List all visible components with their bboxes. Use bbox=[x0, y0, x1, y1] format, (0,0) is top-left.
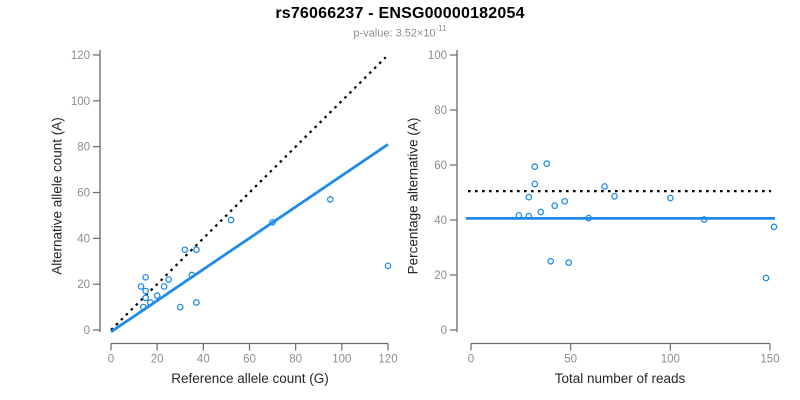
x-tick-label: 50 bbox=[564, 354, 577, 366]
data-point bbox=[525, 193, 533, 201]
y-tick-label: 60 bbox=[434, 160, 447, 172]
x-tick-label: 150 bbox=[760, 354, 779, 366]
x-tick-label: 60 bbox=[243, 354, 256, 366]
data-point bbox=[700, 216, 708, 223]
fit-line bbox=[110, 143, 389, 333]
data-point bbox=[142, 273, 149, 281]
data-point bbox=[188, 271, 196, 279]
data-point bbox=[770, 223, 778, 231]
x-tick-label: 0 bbox=[108, 354, 114, 366]
x-tick-label: 100 bbox=[332, 354, 351, 366]
data-point bbox=[142, 287, 149, 295]
data-point bbox=[543, 160, 551, 167]
x-tick-label: 40 bbox=[197, 354, 210, 366]
data-point bbox=[153, 292, 161, 299]
y-tick-label: 80 bbox=[77, 142, 90, 154]
data-point bbox=[515, 211, 523, 219]
x-tick-label: 120 bbox=[378, 354, 397, 366]
data-point bbox=[585, 214, 592, 222]
data-point bbox=[611, 193, 618, 200]
data-point bbox=[165, 276, 173, 283]
data-point bbox=[181, 246, 189, 254]
data-point bbox=[137, 283, 145, 290]
data-point bbox=[565, 259, 573, 266]
right-xaxis-title: Total number of reads bbox=[554, 371, 686, 386]
data-point bbox=[326, 196, 334, 203]
data-point bbox=[227, 216, 235, 224]
y-tick-label: 0 bbox=[84, 325, 90, 337]
y-tick-label: 80 bbox=[434, 105, 447, 117]
data-point bbox=[384, 262, 392, 270]
x-tick-label: 100 bbox=[661, 354, 680, 366]
data-point bbox=[146, 299, 154, 306]
data-point bbox=[531, 180, 539, 188]
right-yaxis-title: Percentage alternative (A) bbox=[405, 117, 421, 275]
y-tick-label: 40 bbox=[434, 215, 447, 227]
data-point bbox=[547, 257, 555, 265]
x-tick-label: 80 bbox=[289, 354, 302, 366]
y-tick-label: 100 bbox=[428, 50, 447, 62]
figure-subtitle: p-value: 3.52×10-11 bbox=[0, 24, 800, 40]
data-point bbox=[139, 303, 147, 311]
y-tick-label: 100 bbox=[71, 96, 90, 108]
x-tick-label: 0 bbox=[468, 354, 474, 366]
data-point bbox=[666, 194, 674, 202]
y-tick-label: 0 bbox=[441, 325, 447, 337]
p-value-text: p-value: 3.52×10 bbox=[353, 27, 436, 40]
data-point bbox=[193, 299, 200, 306]
figure-title: rs76066237 - ENSG00000182054 bbox=[275, 5, 525, 22]
data-point bbox=[537, 208, 545, 216]
data-point bbox=[525, 212, 533, 220]
y-tick-label: 20 bbox=[434, 270, 447, 282]
data-point bbox=[193, 246, 200, 254]
data-point bbox=[762, 274, 770, 282]
data-point bbox=[551, 202, 559, 210]
data-point bbox=[176, 303, 184, 311]
p-value-exponent: -11 bbox=[435, 24, 447, 33]
data-point bbox=[601, 183, 608, 190]
x-tick-label: 20 bbox=[151, 354, 164, 366]
data-point bbox=[531, 163, 539, 170]
data-point bbox=[269, 218, 276, 226]
left-xaxis-title: Reference allele count (G) bbox=[171, 371, 329, 386]
y-tick-label: 20 bbox=[77, 279, 90, 291]
data-point bbox=[561, 197, 569, 205]
y-tick-label: 40 bbox=[77, 233, 90, 245]
y-tick-label: 120 bbox=[71, 50, 90, 62]
identity-line bbox=[110, 56, 387, 331]
data-point bbox=[142, 294, 149, 302]
left-yaxis-title: Alternative allele count (A) bbox=[49, 117, 65, 275]
data-point bbox=[160, 283, 168, 290]
y-tick-label: 60 bbox=[77, 188, 90, 200]
